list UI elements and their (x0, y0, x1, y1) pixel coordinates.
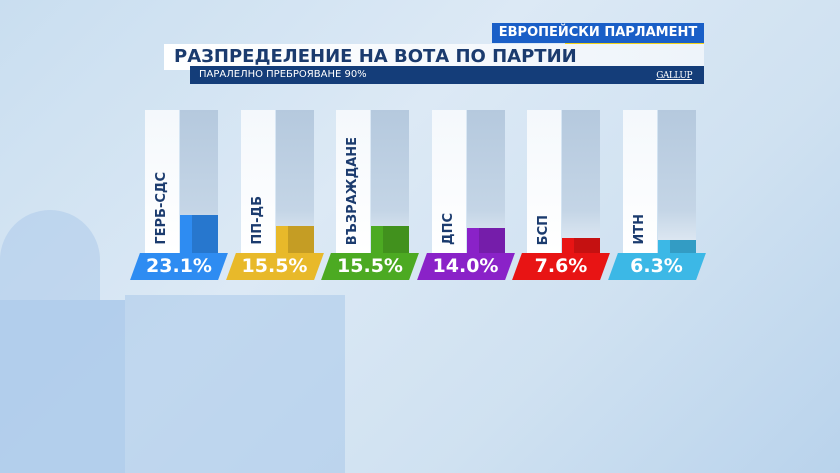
building-silhouette (0, 300, 125, 473)
party-label: ДПС (440, 213, 456, 245)
dome-silhouette (0, 210, 100, 300)
bar-side (192, 215, 218, 253)
bar-group: ВЪЗРАЖДАНЕ 15.5% (321, 110, 436, 285)
building-silhouette (125, 295, 345, 473)
bar-group: ПП-ДБ 15.5% (225, 110, 341, 285)
party-label-panel: ГЕРБ-СДС (145, 110, 179, 253)
party-label: ГЕРБ-СДС (154, 172, 169, 245)
value-label: 23.1% (146, 255, 212, 277)
party-label: ВЪЗРАЖДАНЕ (345, 136, 360, 245)
value-label: 15.5% (337, 255, 403, 277)
value-label: 15.5% (241, 255, 308, 277)
bar-side (287, 226, 314, 253)
bar-side (383, 226, 409, 253)
bar-group: ГЕРБ-СДС 23.1% (130, 110, 245, 285)
bar-side (478, 228, 505, 253)
party-label: ИТН (631, 214, 647, 245)
party-label: ПП-ДБ (249, 196, 265, 245)
subtitle: ПАРАЛЕЛНО ПРЕБРОЯВАНЕ 90% GALLUP (190, 66, 704, 84)
bar (180, 215, 218, 253)
party-label-panel: ДПС (431, 110, 466, 253)
bar-track (657, 110, 696, 253)
bar-group: ИТН 6.3% (607, 110, 723, 285)
party-label-panel: ИТН (622, 110, 657, 253)
bar (657, 240, 696, 253)
subtitle-text: ПАРАЛЕЛНО ПРЕБРОЯВАНЕ 90% (199, 69, 367, 80)
bar-side (574, 238, 600, 253)
page-title: РАЗПРЕДЕЛЕНИЕ НА ВОТА ПО ПАРТИИ (164, 44, 704, 70)
party-label-panel: БСП (527, 110, 561, 253)
value-label: 7.6% (534, 255, 588, 277)
bar-group: ДПС 14.0% (416, 110, 532, 285)
gallup-logo: GALLUP (656, 71, 692, 81)
value-label: 14.0% (432, 255, 499, 277)
bar-track (562, 110, 600, 253)
bar (275, 226, 314, 253)
bar (562, 238, 600, 253)
section-badge: ЕВРОПЕЙСКИ ПАРЛАМЕНТ (492, 23, 704, 43)
party-label-panel: ВЪЗРАЖДАНЕ (336, 110, 370, 253)
bar-side (669, 240, 696, 253)
value-label: 6.3% (630, 255, 683, 277)
party-label: БСП (536, 214, 551, 245)
bar (371, 226, 409, 253)
party-label-panel: ПП-ДБ (240, 110, 275, 253)
bar-group: БСП 7.6% (512, 110, 627, 285)
bar (466, 228, 505, 253)
